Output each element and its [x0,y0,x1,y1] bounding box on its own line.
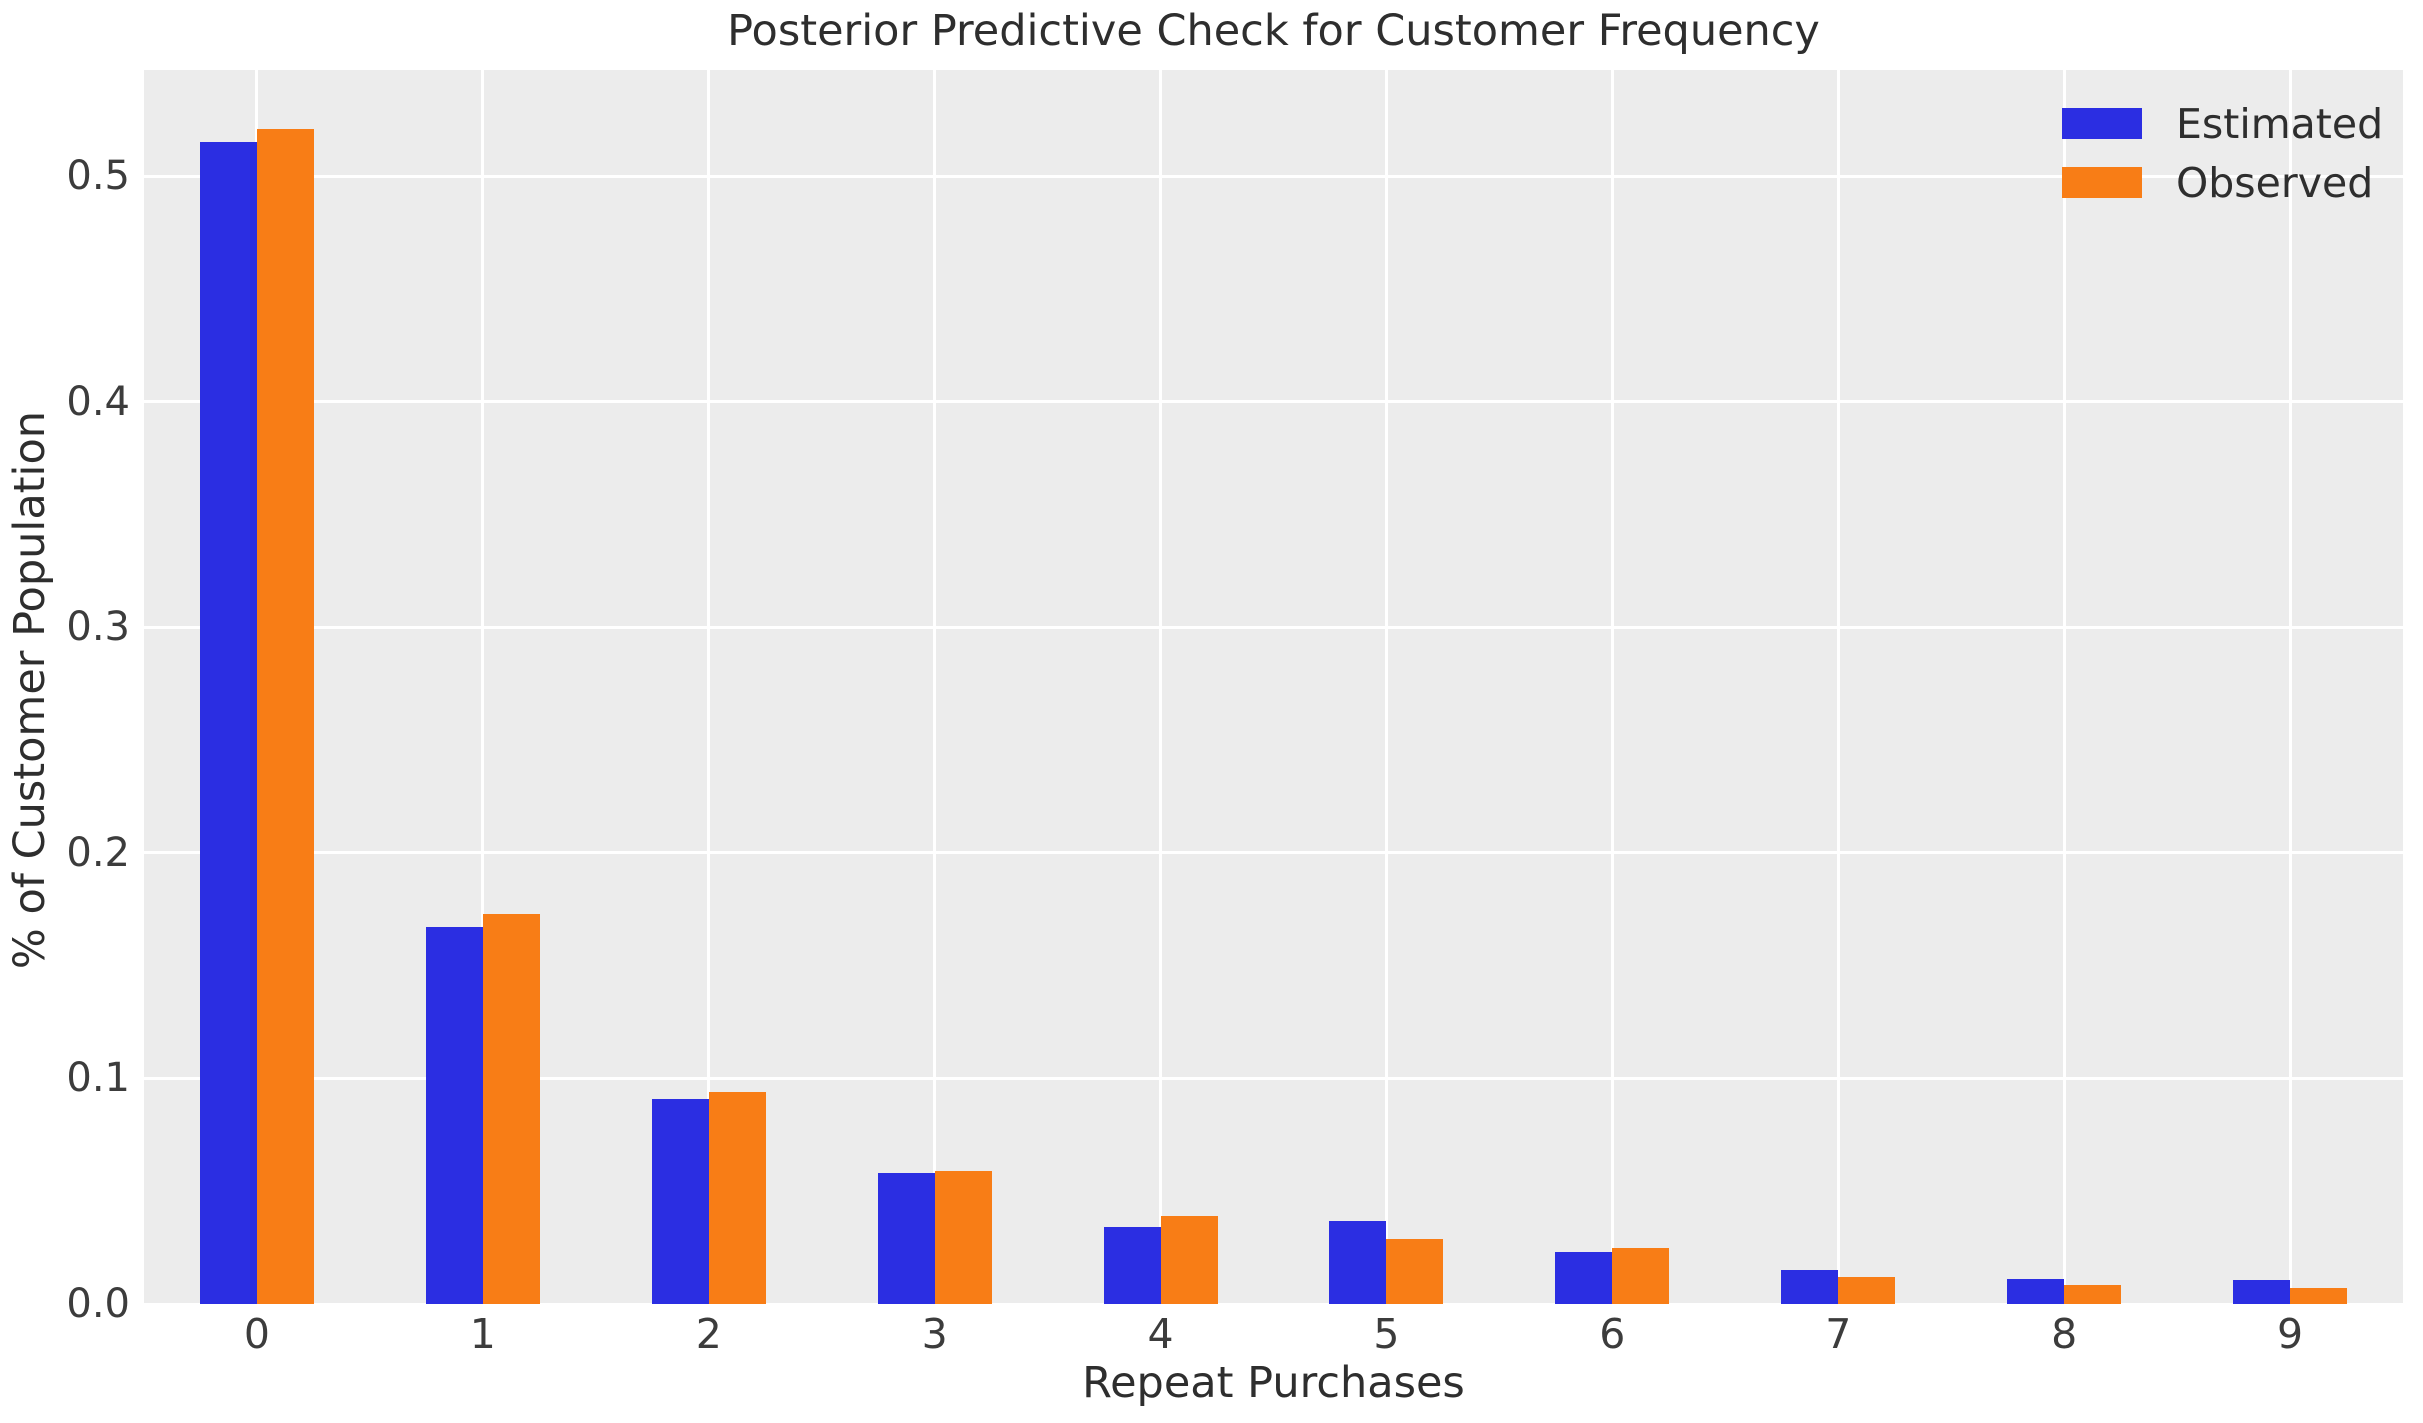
x-tick-label-8: 8 [2051,1310,2078,1358]
y-tick-label-0.1: 0.1 [66,1055,130,1102]
y-tick-label-0.4: 0.4 [66,378,130,425]
bar-observed-4 [1160,1216,1218,1304]
gridline-y-0.3 [144,625,2403,629]
bar-estimated-0 [199,142,257,1304]
gridline-x-3 [933,70,937,1304]
x-tick-label-0: 0 [243,1310,270,1358]
gridline-y-0.1 [144,1076,2403,1080]
legend-swatch-observed [2062,167,2142,198]
y-tick-label-0.2: 0.2 [66,829,130,876]
x-tick-label-1: 1 [469,1310,496,1358]
gridline-y-0.0 [144,1302,2403,1306]
bar-estimated-1 [425,927,483,1304]
gridline-x-8 [2062,70,2066,1304]
gridline-x-5 [1384,70,1388,1304]
bar-estimated-6 [1555,1252,1613,1304]
legend-item-estimated: Estimated [2062,94,2383,153]
gridline-x-7 [1836,70,1840,1304]
x-tick-label-5: 5 [1373,1310,1400,1358]
y-axis-label: % of Customer Population [5,410,55,970]
bar-observed-0 [256,128,314,1304]
gridline-x-1 [481,70,485,1304]
bar-observed-7 [1838,1276,1896,1304]
legend-label-estimated: Estimated [2176,99,2384,148]
gridline-x-6 [1610,70,1614,1304]
gridline-x-4 [1159,70,1163,1304]
gridline-y-0.4 [144,400,2403,404]
x-tick-label-4: 4 [1147,1310,1174,1358]
chart-title: Posterior Predictive Check for Customer … [727,6,1820,56]
bar-observed-8 [2064,1284,2122,1304]
x-tick-label-9: 9 [2277,1310,2304,1358]
legend-item-observed: Observed [2062,153,2383,212]
gridline-y-0.2 [144,851,2403,855]
bar-observed-6 [1612,1247,1670,1304]
legend-label-observed: Observed [2176,158,2374,207]
bar-observed-9 [2290,1288,2348,1304]
bar-estimated-7 [1781,1270,1839,1304]
bar-observed-3 [934,1170,992,1304]
x-axis-label: Repeat Purchases [1082,1358,1465,1408]
x-tick-label-6: 6 [1599,1310,1626,1358]
x-tick-label-2: 2 [695,1310,722,1358]
legend: Estimated Observed [2062,94,2383,212]
x-tick-label-7: 7 [1825,1310,1852,1358]
x-tick-label-3: 3 [921,1310,948,1358]
y-tick-label-0.0: 0.0 [66,1281,130,1327]
gridline-x-2 [707,70,711,1304]
bar-estimated-8 [2007,1279,2065,1304]
bar-estimated-5 [1329,1220,1387,1304]
gridline-y-0.5 [144,174,2403,178]
bar-observed-1 [482,913,540,1304]
bar-observed-2 [708,1091,766,1304]
plot-area [144,70,2403,1306]
bar-estimated-9 [2233,1280,2291,1304]
bar-estimated-2 [651,1098,709,1304]
y-tick-label-0.3: 0.3 [66,604,130,651]
y-tick-label-0.5: 0.5 [66,153,130,200]
bar-observed-5 [1386,1238,1444,1304]
legend-swatch-estimated [2062,108,2142,139]
bar-estimated-3 [877,1173,935,1304]
gridline-x-9 [2288,70,2292,1304]
bar-estimated-4 [1103,1227,1161,1304]
